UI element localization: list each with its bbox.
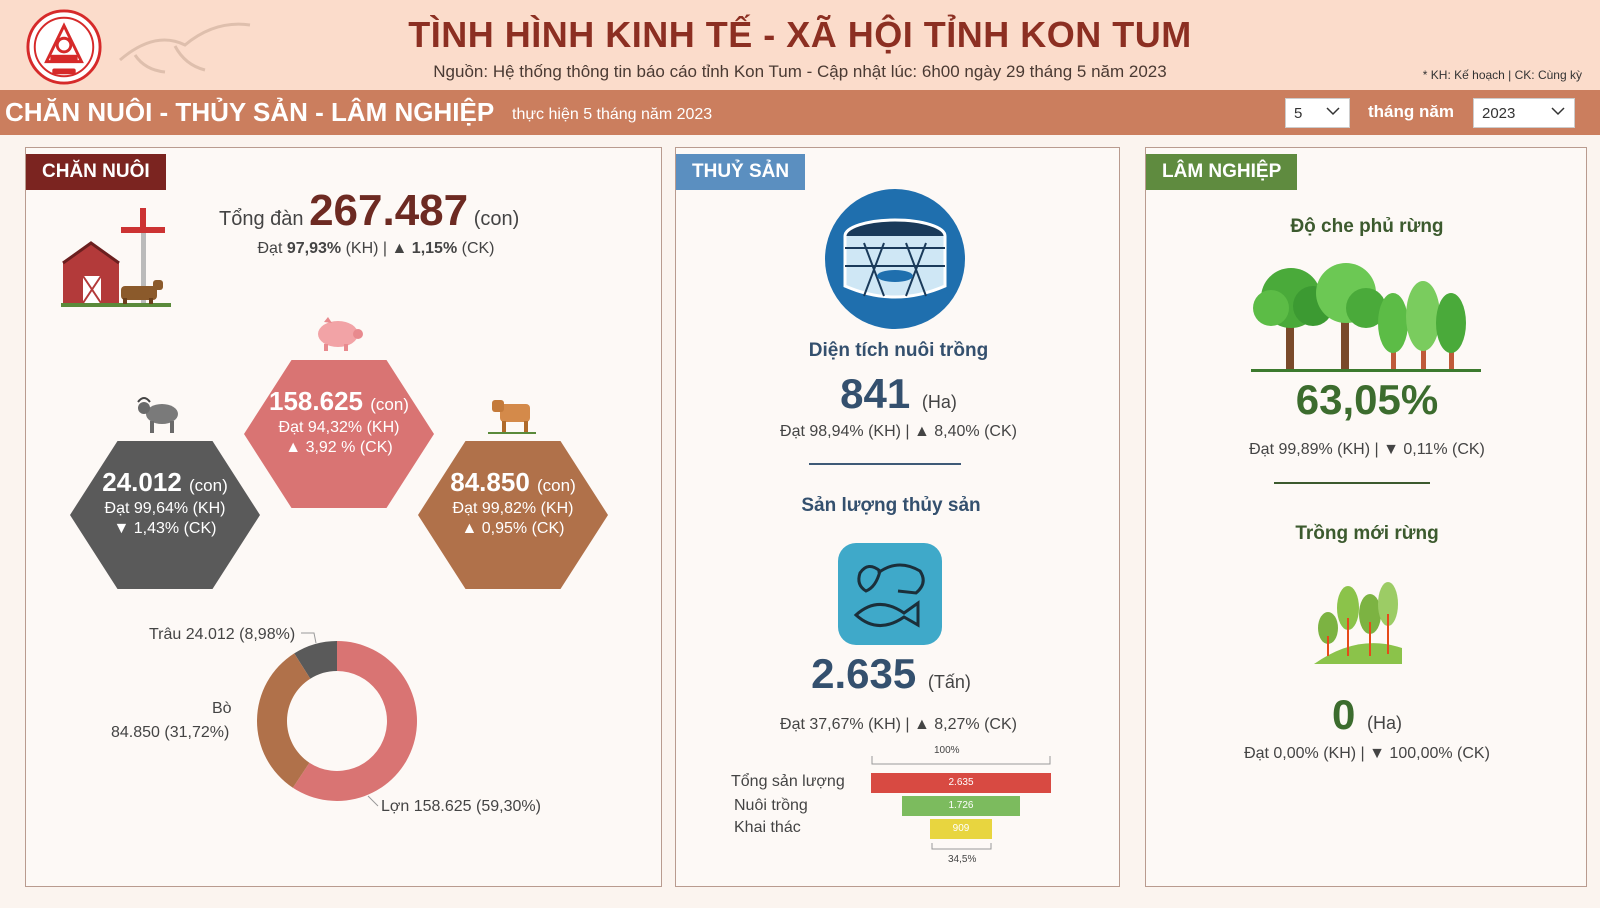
buffalo-icon xyxy=(137,397,178,433)
dien-tich-sub: Đạt 98,94% (KH) | ▲ 8,40% (CK) xyxy=(780,423,1017,440)
bar-bottom-label: 34,5% xyxy=(948,854,977,865)
san-luong-line: 2.635 (Tấn) xyxy=(676,650,1106,698)
san-luong-value: 2.635 xyxy=(811,650,917,697)
panel-chan-nuoi: CHĂN NUÔI Tổng đàn 267.487 (con) Đạt 97,… xyxy=(25,147,662,887)
trong-moi-sub: Đạt 0,00% (KH) | ▼ 100,00% (CK) xyxy=(1244,745,1490,762)
chevron-down-icon xyxy=(1551,107,1565,116)
do-che-phu-value: 63,05% xyxy=(1295,376,1439,423)
panel-thuy-san: THUỶ SẢN Diện tích nuôi trồng 841 (Ha) Đ… xyxy=(675,147,1120,887)
tag-thuy-san: THUỶ SẢN xyxy=(676,154,806,190)
donut-label-lon: Lợn 158.625 (59,30%) xyxy=(381,798,541,815)
donut-slice-Trâu xyxy=(294,641,337,679)
bar-top-bracket xyxy=(871,756,1051,765)
hex-bo-unit: (con) xyxy=(537,476,576,495)
tong-dan-label: Tổng đàn xyxy=(219,208,304,230)
kon-tum-emblem-icon xyxy=(26,9,102,85)
year-select[interactable]: 2023 xyxy=(1473,98,1575,128)
bar-label-khai: Khai thác xyxy=(734,819,801,836)
hex-lon-value: 158.625 xyxy=(269,386,363,416)
tong-dan-ck-label: (CK) xyxy=(461,240,495,257)
bar-nuoi: 1.726 xyxy=(902,796,1020,816)
san-luong-sub: Đạt 37,67% (KH) | ▲ 8,27% (CK) xyxy=(780,716,1017,733)
divider xyxy=(1274,482,1430,484)
hex-trau: 24.012 (con) Đạt 99,64% (KH) ▼ 1,43% (CK… xyxy=(70,441,260,589)
month-year-label: tháng năm xyxy=(1368,102,1454,121)
divider xyxy=(809,463,961,465)
trong-moi-unit: (Ha) xyxy=(1367,713,1403,733)
bar-khai: 909 xyxy=(929,819,993,839)
donut-label-trau: Trâu 24.012 (8,98%) xyxy=(149,626,296,643)
legend-note: * KH: Kế hoạch | CK: Cùng kỳ xyxy=(1422,68,1582,82)
hex-lon-kh: Đạt 94,32% (KH) xyxy=(278,419,400,436)
bar-tong-value: 2.635 xyxy=(948,777,974,788)
hex-lon-unit: (con) xyxy=(370,395,409,414)
up-arrow-icon: ▲ xyxy=(391,240,408,257)
section-subtitle: thực hiện 5 tháng năm 2023 xyxy=(512,106,713,123)
header: TÌNH HÌNH KINH TẾ - XÃ HỘI TỈNH KON TUM … xyxy=(0,0,1600,90)
bar-bottom-bracket xyxy=(931,843,992,850)
page-title: TÌNH HÌNH KINH TẾ - XÃ HỘI TỈNH KON TUM xyxy=(408,14,1192,55)
page-subtitle: Nguồn: Hệ thống thông tin báo cáo tỉnh K… xyxy=(433,62,1167,81)
tong-dan-kh-label: (KH) | xyxy=(345,240,388,257)
cow-icon xyxy=(488,400,536,434)
young-trees-icon xyxy=(1314,582,1402,664)
tong-dan-sub: Đạt 97,93% (KH) | ▲ 1,15% (CK) xyxy=(216,240,536,258)
trong-moi-line: 0 (Ha) xyxy=(1146,691,1588,739)
bar-label-nuoi: Nuôi trồng xyxy=(734,797,808,814)
bar-nuoi-value: 1.726 xyxy=(948,800,974,811)
hex-lon: 158.625 (con) Đạt 94,32% (KH) ▲ 3,92 % (… xyxy=(244,360,434,508)
hex-bo-value: 84.850 xyxy=(450,467,530,497)
dien-tich-unit: (Ha) xyxy=(921,392,957,412)
bar-khai-value: 909 xyxy=(952,823,970,834)
bar-label-tong: Tổng sản lượng xyxy=(731,773,845,790)
tong-dan-dat: Đạt xyxy=(257,240,283,257)
tong-dan-line: Tổng đàn 267.487 (con) xyxy=(219,186,519,236)
dien-tich-label: Diện tích nuôi trồng xyxy=(808,340,989,361)
tong-dan-ck: 1,15% xyxy=(411,240,458,257)
year-select-value: 2023 xyxy=(1482,105,1516,122)
panel-lam-nghiep: LÂM NGHIỆP Độ che phủ rừng 63,05% Đạt 99… xyxy=(1145,147,1587,887)
hex-bo-ck: ▲ 0,95% (CK) xyxy=(461,520,565,537)
donut-slice-Lợn xyxy=(292,641,417,801)
fish-cage-icon xyxy=(825,189,965,329)
hex-trau-ck: ▼ 1,43% (CK) xyxy=(113,520,217,537)
hex-trau-value: 24.012 xyxy=(102,467,182,497)
bar-tong: 2.635 xyxy=(871,773,1051,793)
hex-bo: 84.850 (con) Đạt 99,82% (KH) ▲ 0,95% (CK… xyxy=(418,441,608,589)
bar-top-label: 100% xyxy=(934,745,960,756)
farm-icon xyxy=(61,208,171,307)
donut-label-bo: Bò xyxy=(212,700,232,717)
dien-tich-value: 841 xyxy=(840,370,911,417)
hex-bo-kh: Đạt 99,82% (KH) xyxy=(452,500,574,517)
month-select[interactable]: 5 xyxy=(1285,98,1350,128)
seafood-icon xyxy=(838,543,942,645)
tong-dan-unit: (con) xyxy=(473,208,520,230)
forest-icon xyxy=(1251,263,1481,372)
do-che-phu-label: Độ che phủ rừng xyxy=(1290,216,1444,237)
donut-slice-Bò xyxy=(257,653,311,788)
donut-chart xyxy=(257,641,417,801)
chevron-down-icon xyxy=(1326,107,1340,116)
tong-dan-value: 267.487 xyxy=(309,186,469,235)
san-luong-unit: (Tấn) xyxy=(927,672,971,692)
donut-label-bo-value: 84.850 (31,72%) xyxy=(111,724,230,741)
hex-lon-ck: ▲ 3,92 % (CK) xyxy=(285,439,393,456)
dien-tich-line: 841 (Ha) xyxy=(676,370,1121,418)
pig-icon xyxy=(318,317,363,351)
section-bar: CHĂN NUÔI - THỦY SẢN - LÂM NGHIỆP thực h… xyxy=(0,90,1600,135)
tag-chan-nuoi: CHĂN NUÔI xyxy=(26,154,166,190)
trong-moi-label: Trồng mới rừng xyxy=(1295,523,1439,544)
month-select-value: 5 xyxy=(1294,105,1303,122)
san-luong-label: Sản lượng thủy sản xyxy=(801,495,981,516)
hex-trau-unit: (con) xyxy=(189,476,228,495)
tag-lam-nghiep: LÂM NGHIỆP xyxy=(1146,154,1298,190)
tong-dan-kh: 97,93% xyxy=(286,240,342,257)
decorative-bird-icon xyxy=(119,22,251,74)
hex-trau-kh: Đạt 99,64% (KH) xyxy=(104,500,226,517)
section-title: CHĂN NUÔI - THỦY SẢN - LÂM NGHIỆP xyxy=(5,97,495,127)
trong-moi-value: 0 xyxy=(1331,691,1356,738)
do-che-phu-sub: Đạt 99,89% (KH) | ▼ 0,11% (CK) xyxy=(1249,441,1485,458)
